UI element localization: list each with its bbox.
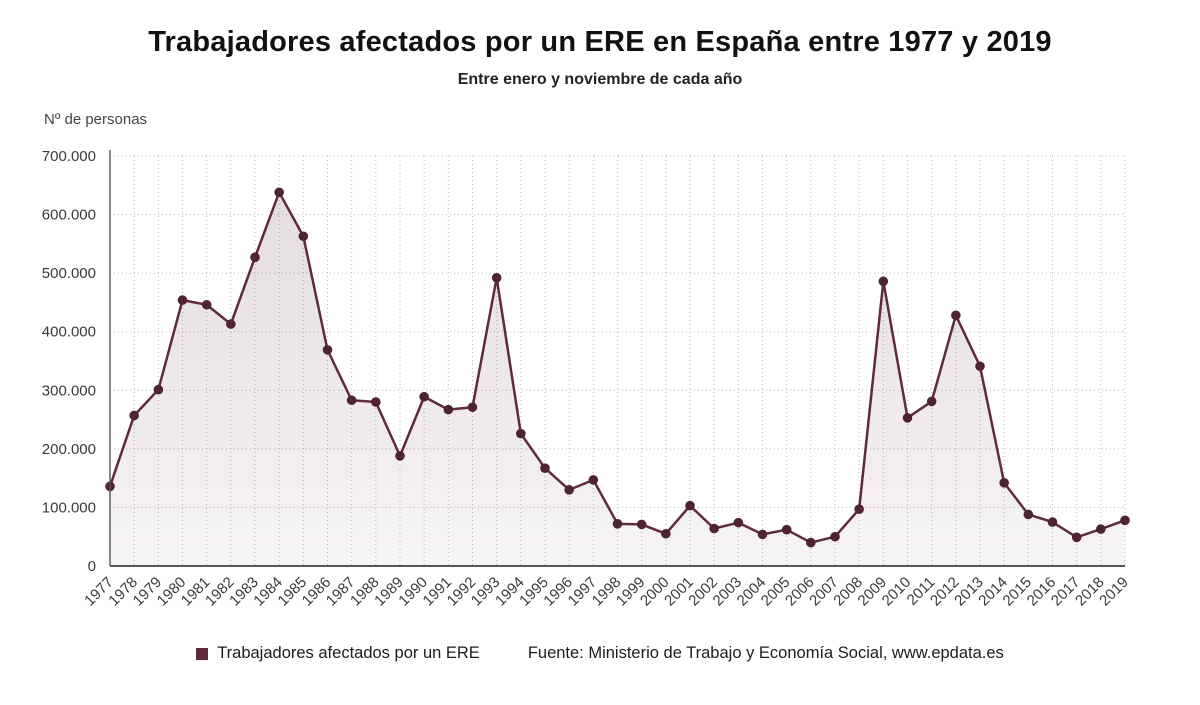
- data-point: [201, 299, 212, 310]
- data-point: [951, 310, 961, 321]
- data-point: [830, 531, 840, 542]
- y-axis-label: Nº de personas: [44, 111, 148, 128]
- data-point: [564, 485, 574, 495]
- data-point: [757, 529, 768, 540]
- data-point: [1120, 515, 1130, 526]
- data-point: [322, 345, 333, 355]
- y-tick-label: 500.000: [42, 265, 96, 282]
- data-point: [540, 463, 550, 473]
- data-point: [806, 537, 816, 548]
- data-point: [685, 500, 695, 511]
- data-point: [661, 528, 671, 539]
- y-tick-label: 200.000: [42, 441, 96, 458]
- data-point: [588, 475, 599, 485]
- data-point: [1071, 532, 1082, 543]
- data-point: [999, 478, 1009, 488]
- y-tick-label: 600.000: [42, 207, 96, 224]
- data-point: [274, 187, 284, 198]
- legend-swatch-icon: [196, 647, 209, 660]
- data-point: [926, 396, 937, 407]
- data-point: [153, 384, 164, 395]
- data-point: [854, 504, 864, 514]
- data-point: [419, 391, 429, 402]
- data-point: [1047, 517, 1058, 527]
- area-fill: [110, 192, 1125, 567]
- data-point: [298, 231, 309, 242]
- data-point: [467, 402, 478, 413]
- data-point: [443, 404, 454, 415]
- y-tick-label: 400.000: [42, 324, 96, 341]
- chart-subtitle: Entre enero y noviembre de cada año: [457, 71, 743, 88]
- data-point: [226, 319, 236, 329]
- data-point: [516, 428, 526, 439]
- data-point: [177, 295, 188, 305]
- legend-label: Trabajadores afectados por un ERE: [217, 644, 480, 662]
- x-tick-label: 2019: [1096, 574, 1132, 610]
- data-point: [250, 252, 260, 263]
- data-point: [902, 413, 913, 423]
- y-tick-label: 700.000: [42, 148, 96, 165]
- source-text: Fuente: Ministerio de Trabajo y Economía…: [527, 644, 1004, 662]
- data-point: [1096, 524, 1106, 534]
- y-tick-label: 0: [88, 558, 96, 575]
- data-point: [371, 397, 381, 407]
- data-point: [781, 524, 792, 535]
- data-point: [129, 410, 139, 421]
- y-tick-label: 100.000: [42, 499, 96, 516]
- chart: 1977197819791980198119821983198419851986…: [42, 148, 1132, 610]
- data-point: [733, 517, 744, 528]
- y-tick-label: 300.000: [42, 382, 96, 399]
- data-point: [636, 519, 647, 530]
- data-point: [1023, 509, 1034, 520]
- data-point: [709, 523, 719, 534]
- chart-title: Trabajadores afectados por un ERE en Esp…: [148, 26, 1052, 58]
- data-point: [395, 451, 405, 461]
- data-point: [491, 273, 502, 283]
- data-point: [346, 395, 357, 406]
- legend-item: Trabajadores afectados por un ERE: [196, 644, 480, 663]
- data-point: [878, 276, 889, 287]
- data-point: [975, 361, 985, 372]
- data-point: [612, 519, 623, 529]
- legend-row: Trabajadores afectados por un ERE Fuente…: [0, 644, 1200, 663]
